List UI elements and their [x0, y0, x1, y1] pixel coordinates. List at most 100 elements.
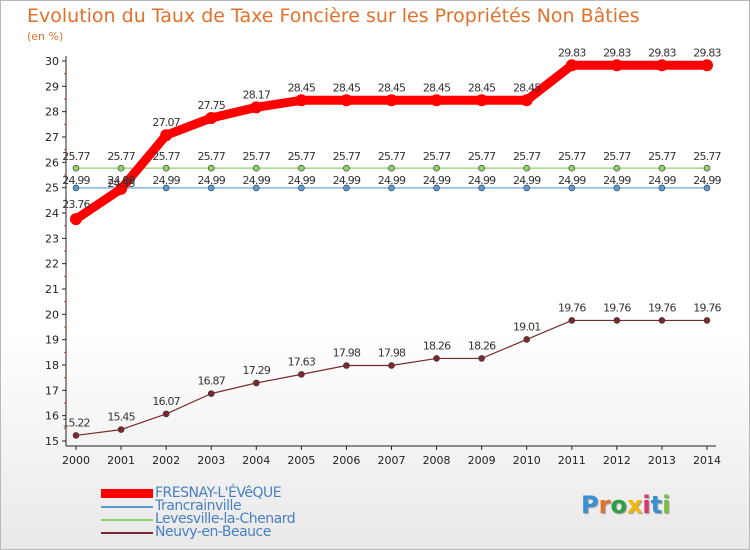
data-label: 25.77 [513, 150, 541, 163]
y-tick-label: 18 [45, 359, 59, 372]
data-label: 24.99 [152, 174, 180, 187]
x-tick-label: 2008 [423, 454, 451, 467]
data-point [658, 164, 666, 172]
data-label: 18.26 [468, 339, 496, 352]
data-point [162, 164, 170, 172]
data-point [388, 362, 395, 369]
data-point [343, 362, 350, 369]
data-point [205, 112, 218, 124]
data-point [207, 390, 215, 397]
x-tick-label: 2003 [197, 454, 225, 467]
data-point [343, 184, 350, 192]
data-label: 19.76 [648, 301, 676, 314]
data-point [568, 164, 576, 172]
data-point [295, 94, 308, 107]
data-label: 25.77 [693, 150, 721, 163]
data-label: 24.99 [648, 174, 676, 187]
x-tick-label: 2012 [603, 454, 631, 467]
unit-label: (en %) [27, 30, 64, 43]
data-label: 25.77 [197, 150, 225, 163]
data-point [610, 59, 623, 72]
logo-letter: P [581, 491, 599, 519]
data-point [298, 184, 305, 192]
data-point [72, 164, 80, 172]
data-point [658, 317, 666, 324]
line-chart: 15 16 17 18 19 20 21 22 23 24 25 26 27 28 29 30 2000 2001… [45, 46, 722, 467]
data-point [162, 410, 170, 418]
data-label: 29.83 [603, 46, 631, 59]
y-tick-label: 27 [45, 131, 59, 144]
data-label: 16.87 [197, 375, 225, 388]
data-label: 23.76 [62, 198, 90, 211]
data-label: 28.45 [378, 81, 406, 94]
data-label: 17.98 [333, 347, 361, 360]
data-point [385, 94, 398, 107]
x-tick-label: 2014 [693, 454, 721, 467]
data-label: 28.45 [288, 81, 316, 94]
data-point [703, 164, 711, 172]
data-point [433, 355, 440, 362]
y-tick-label: 24 [45, 207, 59, 220]
proxiti-logo: Proxiti [581, 491, 670, 519]
data-point [252, 184, 260, 192]
data-label: 24.99 [62, 174, 90, 187]
data-label: 28.45 [333, 81, 361, 94]
y-tick-label: 21 [45, 283, 59, 296]
data-label: 29.83 [558, 46, 586, 59]
legend-swatch [101, 506, 153, 508]
data-point [520, 94, 533, 107]
legend-label: Levesville-la-Chenard [155, 511, 296, 527]
legend-label: Neuvy-en-Beauce [155, 524, 271, 540]
data-label: 28.17 [243, 88, 271, 101]
legend-swatch [101, 489, 153, 498]
data-point [250, 101, 263, 114]
data-point [658, 184, 666, 192]
data-point [613, 164, 621, 172]
data-label: 25.77 [558, 150, 586, 163]
data-label: 24.99 [468, 174, 496, 187]
logo-letter: i [662, 491, 671, 519]
data-label: 24.99 [333, 174, 361, 187]
data-label: 25.77 [243, 150, 271, 163]
data-label: 25.77 [603, 150, 631, 163]
logo-letter: o [610, 491, 627, 519]
data-point [388, 164, 395, 172]
y-tick-label: 17 [45, 384, 59, 397]
data-point [565, 59, 578, 72]
data-point [523, 336, 531, 343]
logo-letter: r [598, 491, 611, 519]
data-point [613, 184, 621, 192]
data-point [340, 94, 353, 107]
data-label: 24.99 [513, 174, 541, 187]
data-label: 25.77 [62, 150, 90, 163]
data-label: 29.83 [693, 46, 721, 59]
data-point [207, 184, 215, 192]
data-point [72, 432, 80, 439]
data-label: 25.77 [378, 150, 406, 163]
data-label: 25.77 [152, 150, 180, 163]
data-point [252, 164, 260, 172]
data-label: 25.77 [333, 150, 361, 163]
data-point [70, 213, 82, 226]
data-label: 27.75 [197, 99, 225, 112]
data-label: 25.77 [288, 150, 316, 163]
logo-letter: i [642, 491, 651, 519]
y-tick-label: 29 [45, 80, 59, 93]
data-point [478, 355, 485, 362]
data-point [478, 184, 485, 192]
data-label: 17.29 [243, 364, 271, 377]
data-point [701, 59, 713, 72]
y-tick-label: 25 [45, 182, 59, 195]
data-label: 15.45 [107, 411, 135, 424]
x-tick-label: 2002 [152, 454, 180, 467]
y-tick-label: 28 [45, 106, 59, 119]
x-tick-label: 2006 [332, 454, 360, 467]
data-point [568, 317, 576, 324]
x-tick-label: 2007 [378, 454, 406, 467]
data-point [117, 426, 125, 433]
data-label: 24.99 [423, 174, 451, 187]
data-label: 19.01 [513, 320, 541, 333]
x-tick-label: 2000 [62, 454, 90, 467]
y-tick-label: 26 [45, 156, 59, 169]
legend-swatch [101, 519, 153, 521]
